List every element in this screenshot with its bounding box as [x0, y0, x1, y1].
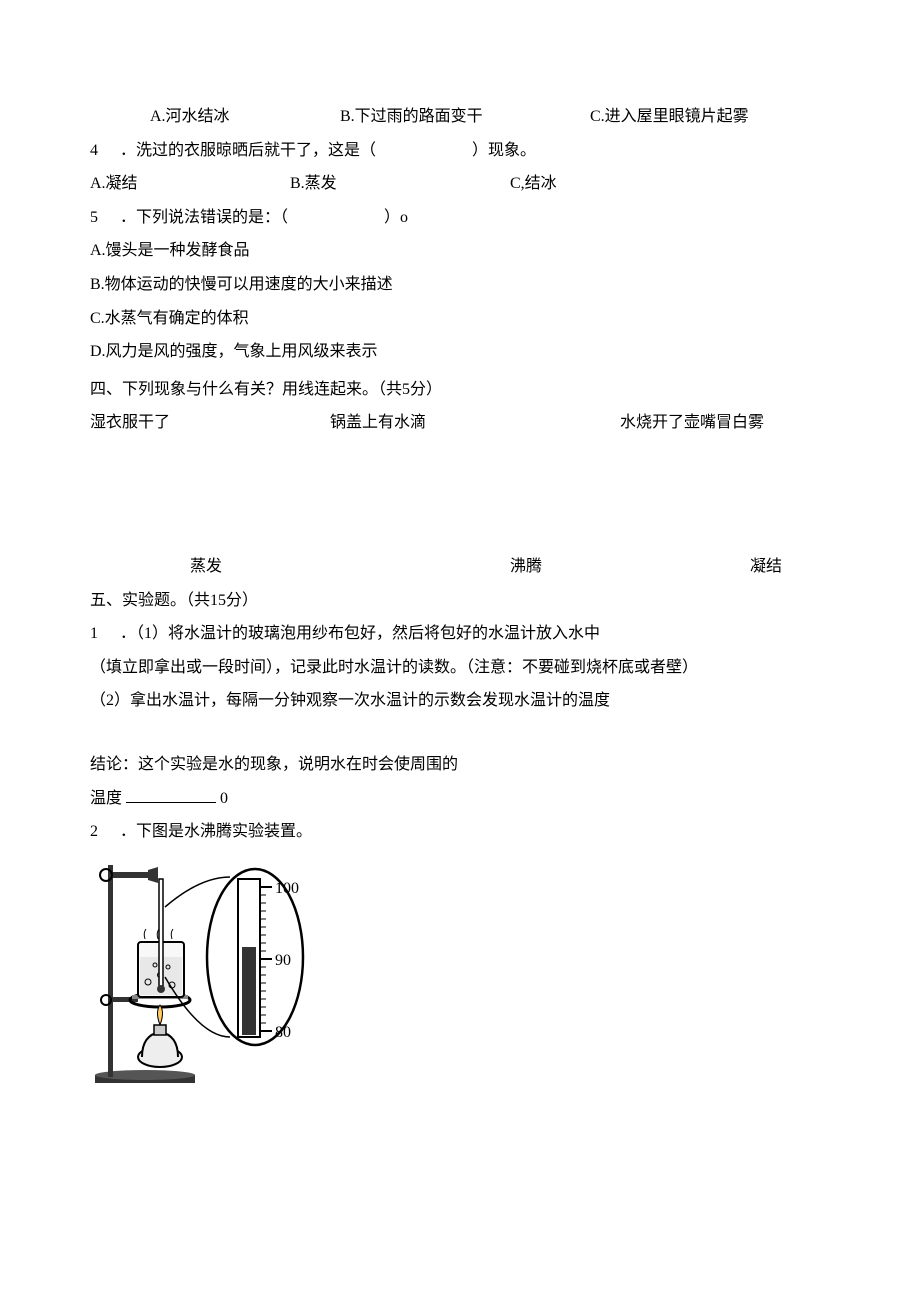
match-top-3: 水烧开了壶嘴冒白雾	[620, 406, 830, 440]
exp-q1-text1: ．（1）将水温计的玻璃泡用纱布包好，然后将包好的水温计放入水中	[120, 617, 600, 651]
tick-label-90: 90	[275, 952, 291, 969]
q4-options-row: A.凝结 B.蒸发 C,结冰	[90, 167, 830, 201]
q4-option-b: B.蒸发	[290, 167, 510, 201]
lamp-cap	[154, 1025, 166, 1035]
q5-option-b: B.物体运动的快慢可以用速度的大小来描述	[90, 268, 830, 302]
matching-gap	[90, 440, 830, 550]
q4-number: 4	[90, 134, 120, 168]
exp-q1-conc-suf: 0	[220, 790, 228, 807]
exp-q2-text: ．下图是水沸腾实验装置。	[120, 815, 312, 849]
q3-option-a: A.河水结冰	[90, 100, 340, 134]
match-bot-2: 沸腾	[510, 550, 750, 584]
flame-icon	[158, 1005, 163, 1025]
thermometer-bulb	[157, 985, 165, 993]
steam-icon	[144, 929, 146, 939]
exp-q1-number: 1	[90, 617, 120, 651]
exp-q1-text3: （2）拿出水温计，每隔一分钟观察一次水温计的示数会发现水温计的温度	[90, 684, 830, 718]
q4-option-c: C,结冰	[510, 167, 710, 201]
q3-options-row: A.河水结冰 B.下过雨的路面变干 C.进入屋里眼镜片起雾	[90, 100, 830, 134]
stand-rod	[108, 865, 113, 1077]
q5-number: 5	[90, 201, 120, 235]
match-bot-1: 蒸发	[190, 550, 510, 584]
exp-q2-line: 2 ．下图是水沸腾实验装置。	[90, 815, 830, 849]
thermometer-mag-liquid	[242, 947, 256, 1035]
clamp-jaw-top	[148, 867, 158, 883]
q3-option-b: B.下过雨的路面变干	[340, 100, 590, 134]
exp-q1-line1: 1 ．（1）将水温计的玻璃泡用纱布包好，然后将包好的水温计放入水中	[90, 617, 830, 651]
section4-top-row: 湿衣服干了 锅盖上有水滴 水烧开了壶嘴冒白雾	[90, 406, 830, 440]
exp-q1-conc-pre: 温度	[90, 790, 122, 807]
exp-q1-conclusion-b: 温度 0	[90, 782, 830, 816]
q4-option-a: A.凝结	[90, 167, 290, 201]
thermometer-tube	[159, 879, 163, 989]
exp-q1-conclusion-a: 结论：这个实验是水的现象，说明水在时会使周围的	[90, 748, 830, 782]
exp-q2-number: 2	[90, 815, 120, 849]
q5-option-c: C.水蒸气有确定的体积	[90, 302, 830, 336]
section4-title: 四、下列现象与什么有关？用线连起来。（共5分）	[90, 373, 830, 407]
blank-line	[126, 785, 216, 803]
q5-question: 5 ．下列说法错误的是：（ ）o	[90, 201, 830, 235]
q3-option-c: C.进入屋里眼镜片起雾	[590, 100, 830, 134]
match-bot-3: 凝结	[750, 550, 830, 584]
clamp-arm-top	[108, 872, 153, 878]
steam-icon	[171, 929, 173, 939]
match-top-2: 锅盖上有水滴	[330, 406, 620, 440]
section5-title: 五、实验题。（共15分）	[90, 584, 830, 618]
exp-q1-text2: （填立即拿出或一段时间），记录此时水温计的读数。（注意：不要碰到烧杯底或者壁）	[90, 651, 830, 685]
q5-option-a: A.馒头是一种发酵食品	[90, 234, 830, 268]
boiling-experiment-diagram: 100 90 80	[90, 857, 830, 1100]
section4-bottom-row: 蒸发 沸腾 凝结	[90, 550, 830, 584]
tick-label-80: 80	[275, 1024, 291, 1041]
tick-label-100: 100	[275, 880, 299, 897]
diagram-svg: 100 90 80	[90, 857, 310, 1087]
q5-option-d: D.风力是风的强度，气象上用风级来表示	[90, 335, 830, 369]
match-top-1: 湿衣服干了	[90, 406, 330, 440]
q4-question: 4 ．洗过的衣服晾晒后就干了，这是（ ）现象。	[90, 134, 830, 168]
q5-text: ．下列说法错误的是：（ ）o	[120, 201, 408, 235]
q4-text: ．洗过的衣服晾晒后就干了，这是（ ）现象。	[120, 134, 830, 168]
